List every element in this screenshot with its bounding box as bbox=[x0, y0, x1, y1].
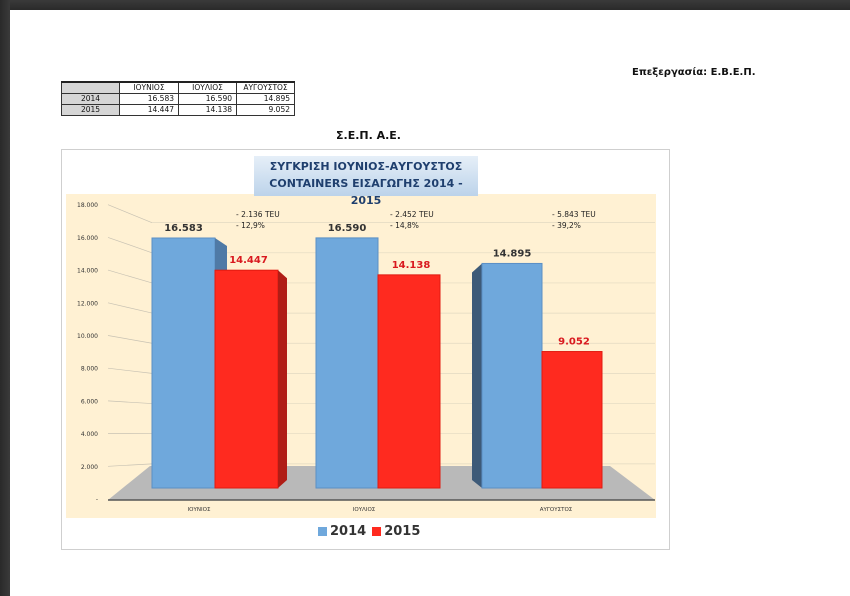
data-label-2015: 14.447 bbox=[229, 255, 268, 266]
gridline bbox=[107, 269, 153, 284]
legend-label-2015: 2015 bbox=[384, 524, 421, 539]
bar-2015-1 bbox=[214, 269, 279, 489]
y-tick-label: 18.000 bbox=[77, 202, 98, 209]
gridline bbox=[107, 400, 153, 404]
data-label-2014: 14.895 bbox=[493, 248, 532, 259]
x-tick-label: ΙΟΥΝΙΟΣ bbox=[188, 507, 211, 513]
data-label-2014: 16.590 bbox=[328, 223, 367, 234]
table-cell: 9.052 bbox=[236, 104, 295, 116]
y-tick-label: 4.000 bbox=[81, 431, 98, 438]
chart-title: ΣΥΓΚΡΙΣΗ ΙΟΥΝΙΟΣ-ΑΥΓΟΥΣΤΟΣ CONTAINERS ΕΙ… bbox=[254, 156, 478, 207]
bar-2015-2 bbox=[377, 274, 441, 489]
bar-side-2014 bbox=[215, 238, 227, 271]
bar-2014-3 bbox=[481, 262, 543, 489]
credit-text: Επεξεργασία: Ε.Β.Ε.Π. bbox=[632, 67, 756, 78]
summary-table: ΙΟΥΝΙΟΣ ΙΟΥΛΙΟΣ ΑΥΓΟΥΣΤΟΣ 2014 16.583 16… bbox=[61, 81, 295, 116]
gridline bbox=[107, 204, 153, 223]
bar-side-2014 bbox=[472, 263, 482, 488]
data-label-2015: 9.052 bbox=[558, 337, 590, 348]
gridline bbox=[107, 237, 153, 254]
y-tick-label: 12.000 bbox=[77, 300, 98, 307]
legend-item-2015: 2015 bbox=[372, 524, 420, 539]
legend-swatch-2015 bbox=[372, 527, 382, 536]
gridline bbox=[107, 367, 153, 374]
y-tick-label: 10.000 bbox=[77, 333, 98, 340]
data-label-2014: 16.583 bbox=[164, 223, 203, 234]
bar-2015-3 bbox=[541, 351, 603, 489]
y-tick-label: 8.000 bbox=[81, 366, 98, 373]
difference-percent: - 12,9% bbox=[236, 221, 265, 230]
x-tick-label: ΙΟΥΛΙΟΣ bbox=[353, 507, 376, 513]
window-frame-top bbox=[0, 0, 850, 10]
table-row: 2015 14.447 14.138 9.052 bbox=[61, 104, 295, 116]
gridline bbox=[107, 463, 153, 467]
difference-teu: - 2.136 TEU bbox=[236, 210, 280, 219]
legend-swatch-2014 bbox=[318, 527, 327, 536]
gridline bbox=[107, 302, 153, 314]
legend-item-2014: 2014 bbox=[318, 524, 366, 539]
bar-2014-1 bbox=[151, 237, 216, 489]
y-tick-label: 14.000 bbox=[77, 268, 98, 275]
difference-percent: - 39,2% bbox=[552, 221, 581, 230]
window-frame-left bbox=[0, 0, 10, 596]
y-tick-label: 16.000 bbox=[77, 235, 98, 242]
chart-title-line2: CONTAINERS ΕΙΣΑΓΩΓΗΣ 2014 - 2015 bbox=[269, 177, 463, 207]
y-tick-label: - bbox=[96, 497, 98, 504]
difference-teu: - 2.452 TEU bbox=[390, 210, 434, 219]
company-heading: Σ.Ε.Π. Α.Ε. bbox=[336, 129, 401, 142]
bar-2014-2 bbox=[315, 237, 379, 489]
table-row: 2014 16.583 16.590 14.895 bbox=[61, 93, 295, 105]
data-label-2015: 14.138 bbox=[392, 260, 431, 271]
bar-side-2015 bbox=[278, 270, 287, 488]
y-tick-label: 6.000 bbox=[81, 398, 98, 405]
difference-percent: - 14,8% bbox=[390, 221, 419, 230]
chart-legend: 2014 2015 bbox=[318, 524, 420, 539]
chart-title-line1: ΣΥΓΚΡΙΣΗ ΙΟΥΝΙΟΣ-ΑΥΓΟΥΣΤΟΣ bbox=[269, 160, 463, 173]
gridline bbox=[107, 335, 153, 344]
x-tick-label: ΑΥΓΟΥΣΤΟΣ bbox=[540, 507, 573, 513]
difference-teu: - 5.843 TEU bbox=[552, 210, 596, 219]
legend-label-2014: 2014 bbox=[330, 524, 367, 539]
y-tick-label: 2.000 bbox=[81, 464, 98, 471]
